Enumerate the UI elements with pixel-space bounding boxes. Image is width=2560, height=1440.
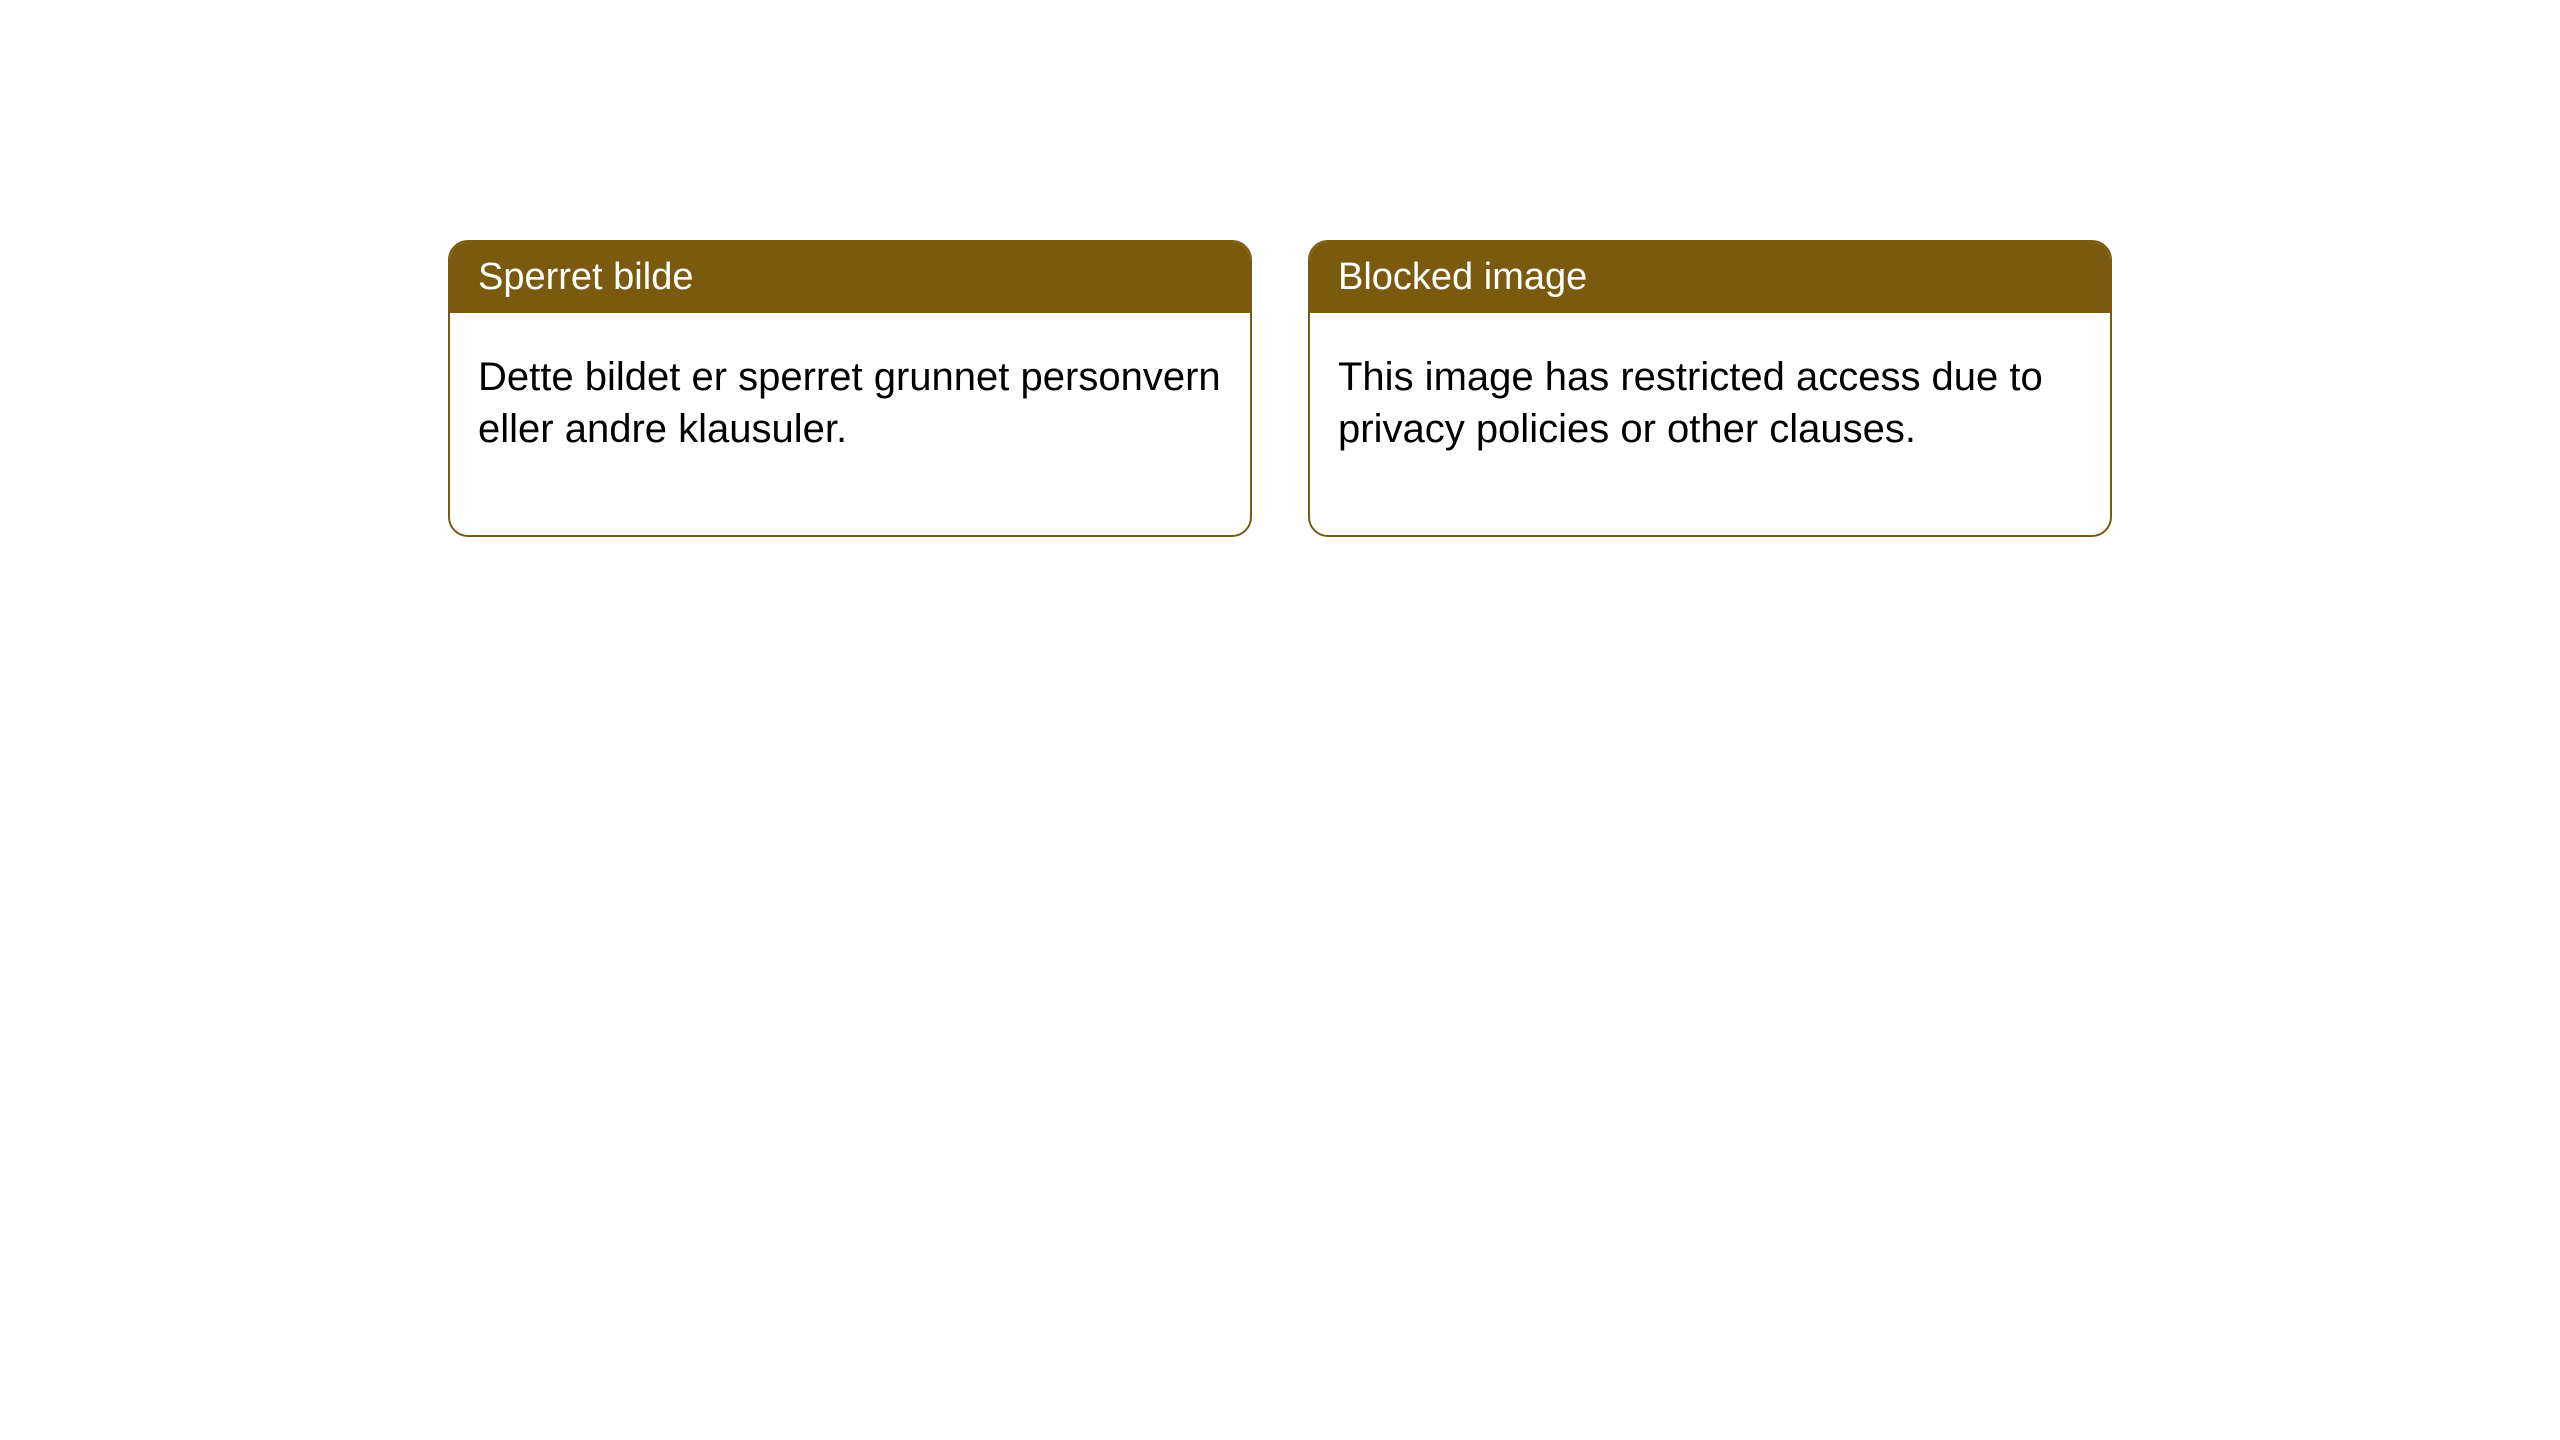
notice-container: Sperret bilde Dette bildet er sperret gr…: [0, 0, 2560, 537]
notice-body: This image has restricted access due to …: [1310, 313, 2110, 535]
notice-header: Sperret bilde: [450, 242, 1250, 313]
notice-header: Blocked image: [1310, 242, 2110, 313]
notice-body: Dette bildet er sperret grunnet personve…: [450, 313, 1250, 535]
notice-card-norwegian: Sperret bilde Dette bildet er sperret gr…: [448, 240, 1252, 537]
notice-card-english: Blocked image This image has restricted …: [1308, 240, 2112, 537]
